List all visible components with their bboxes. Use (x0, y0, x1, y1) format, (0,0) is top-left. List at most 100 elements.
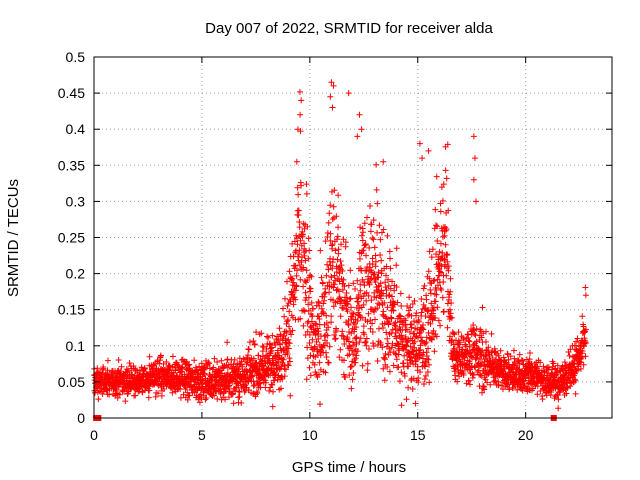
data-point (348, 385, 355, 392)
data-point (357, 335, 364, 342)
data-point (526, 356, 533, 363)
data-point (354, 298, 361, 305)
data-point (409, 300, 416, 307)
data-point (115, 356, 122, 363)
data-point (285, 336, 292, 343)
data-point (334, 256, 341, 263)
data-point (326, 343, 333, 350)
data-point (387, 265, 394, 272)
data-point (305, 235, 312, 242)
data-point (448, 314, 455, 321)
data-point (352, 286, 359, 293)
data-point (326, 210, 333, 217)
data-point (416, 140, 423, 147)
data-point (350, 370, 357, 377)
data-point (492, 349, 499, 356)
data-point (571, 376, 578, 383)
data-point (409, 385, 416, 392)
data-point (447, 310, 454, 317)
data-point (269, 381, 276, 388)
data-point (308, 273, 315, 280)
data-point (263, 346, 270, 353)
data-point (537, 387, 544, 394)
data-point (360, 301, 367, 308)
data-point (339, 328, 346, 335)
data-point (250, 383, 257, 390)
data-point (297, 111, 304, 118)
data-point (545, 387, 552, 394)
data-point (116, 391, 123, 398)
data-point (364, 214, 371, 221)
data-point (534, 383, 541, 390)
data-point (383, 329, 390, 336)
data-point (371, 244, 378, 251)
data-point (271, 370, 278, 377)
data-point (286, 358, 293, 365)
data-point (258, 330, 265, 337)
data-point (253, 329, 260, 336)
data-point (307, 352, 314, 359)
data-point (254, 390, 261, 397)
data-point (571, 342, 578, 349)
data-point (443, 272, 450, 279)
data-point (415, 379, 422, 386)
data-point (390, 362, 397, 369)
data-point (356, 111, 363, 118)
data-point (161, 385, 168, 392)
data-point (374, 200, 381, 207)
data-point (567, 383, 574, 390)
data-point (426, 379, 433, 386)
data-point (325, 266, 332, 273)
data-point (580, 361, 587, 368)
data-point (344, 308, 351, 315)
data-point (422, 363, 429, 370)
axes: 0 0.05 0.1 0.15 0.2 0.25 0.3 0.35 0.4 0.45 0.5 0 5 10… (58, 49, 613, 443)
data-point (337, 346, 344, 353)
y-tick-label: 0.3 (66, 193, 86, 209)
data-point (300, 283, 307, 290)
data-point (205, 359, 212, 366)
data-point (349, 339, 356, 346)
data-point (163, 359, 170, 366)
data-point (214, 396, 221, 403)
data-point (370, 217, 377, 224)
data-point (385, 351, 392, 358)
data-point (465, 337, 472, 344)
data-point (191, 357, 198, 364)
data-point (386, 368, 393, 375)
y-tick-label: 0.4 (66, 121, 86, 137)
data-point (432, 314, 439, 321)
data-point (393, 262, 400, 269)
data-point (373, 186, 380, 193)
data-point (454, 363, 461, 370)
data-point (451, 345, 458, 352)
data-point (310, 305, 317, 312)
data-point (283, 329, 290, 336)
data-point (354, 133, 361, 140)
data-point (425, 268, 432, 275)
data-point (497, 347, 504, 354)
data-point (443, 175, 450, 182)
data-point (352, 355, 359, 362)
data-point (444, 258, 451, 265)
x-tick-label: 10 (302, 427, 318, 443)
data-point (560, 371, 567, 378)
data-point (181, 371, 188, 378)
data-point (358, 232, 365, 239)
data-point (175, 385, 182, 392)
data-point (311, 361, 318, 368)
x-tick-label: 15 (410, 427, 426, 443)
data-point (408, 321, 415, 328)
data-point (421, 376, 428, 383)
data-point (196, 363, 203, 370)
data-point (336, 354, 343, 361)
data-point (573, 338, 580, 345)
data-point (566, 352, 573, 359)
data-point (379, 344, 386, 351)
data-point (234, 379, 241, 386)
data-point (357, 281, 364, 288)
data-point (334, 233, 341, 240)
data-point (377, 236, 384, 243)
data-point (460, 337, 467, 344)
data-point (481, 386, 488, 393)
